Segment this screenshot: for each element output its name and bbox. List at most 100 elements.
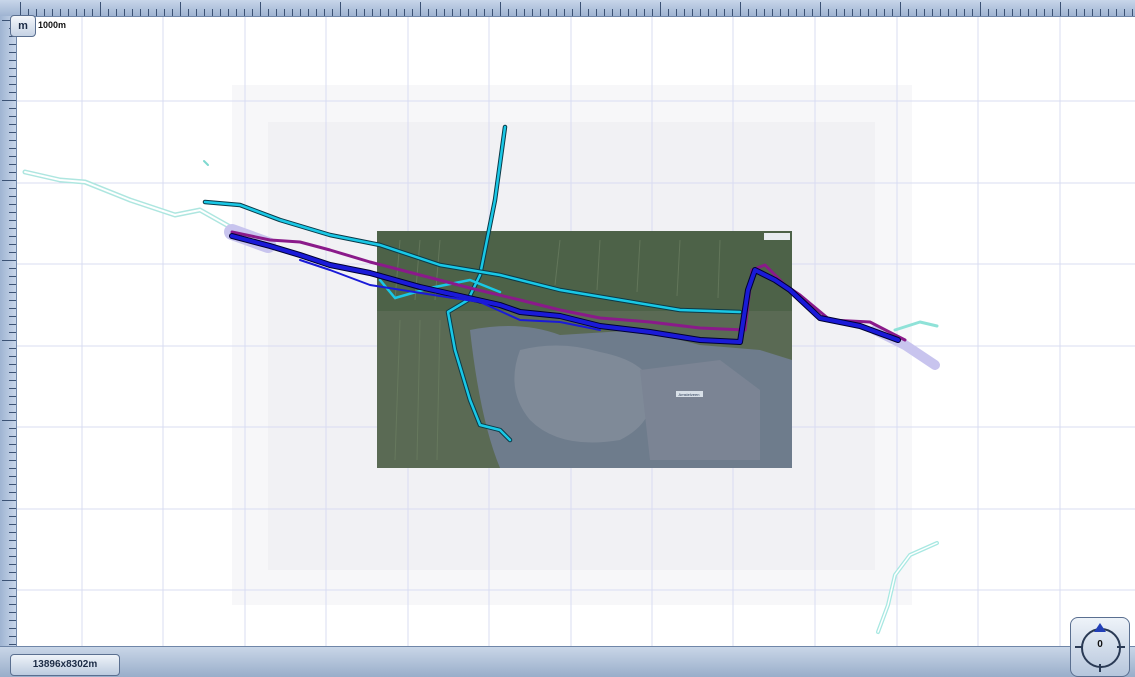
ruler-tick [1076, 9, 1077, 16]
ruler-tick [9, 524, 16, 525]
compass-tick-east [1117, 646, 1125, 648]
ruler-tick [9, 444, 16, 445]
ruler-tick [9, 164, 16, 165]
ruler-tick [9, 108, 16, 109]
ruler-tick [1084, 9, 1085, 16]
ruler-tick [396, 9, 397, 16]
ruler-tick [9, 428, 16, 429]
ruler-tick [76, 9, 77, 16]
ruler-tick [652, 9, 653, 16]
ruler-tick [9, 436, 16, 437]
map-canvas[interactable]: Amstelveen [17, 17, 1135, 646]
ruler-tick [156, 9, 157, 16]
ruler-tick [2, 340, 16, 341]
ruler-tick [852, 9, 853, 16]
ruler-tick [564, 9, 565, 16]
ruler-tick [9, 612, 16, 613]
ruler-tick [1028, 9, 1029, 16]
ruler-tick [444, 9, 445, 16]
pale-track-west-inner [24, 171, 233, 229]
ruler-tick [9, 556, 16, 557]
ruler-tick [60, 9, 61, 16]
ruler-tick [348, 9, 349, 16]
ruler-tick [420, 2, 421, 16]
ruler-tick [2, 580, 16, 581]
ruler-tick [1092, 9, 1093, 16]
ruler-tick [116, 9, 117, 16]
ruler-tick [124, 9, 125, 16]
ruler-tick [9, 52, 16, 53]
unit-button-label: m [18, 20, 28, 32]
ruler-tick [2, 420, 16, 421]
ruler-tick [876, 9, 877, 16]
status-bar [0, 646, 1135, 677]
ruler-tick [1020, 9, 1021, 16]
ruler-tick [20, 2, 21, 16]
ruler-tick [9, 412, 16, 413]
blue-track [230, 234, 900, 344]
ruler-tick [9, 92, 16, 93]
ruler-tick [404, 9, 405, 16]
ruler-tick [9, 188, 16, 189]
ruler-tick [260, 2, 261, 16]
ruler-tick [1044, 9, 1045, 16]
compass-tick-west [1075, 646, 1083, 648]
ruler-tick [68, 9, 69, 16]
scale-label: 1000m [38, 20, 67, 30]
ruler-tick [892, 9, 893, 16]
ruler-tick [2, 260, 16, 261]
ruler-tick [492, 9, 493, 16]
ruler-tick [588, 9, 589, 16]
ruler-tick [1108, 9, 1109, 16]
ruler-tick [9, 452, 16, 453]
ruler-tick [940, 9, 941, 16]
ruler-tick [9, 308, 16, 309]
ruler-tick [1012, 9, 1013, 16]
ruler-tick [604, 9, 605, 16]
ruler-tick [92, 9, 93, 16]
ruler-tick [460, 9, 461, 16]
ruler-tick [364, 9, 365, 16]
ruler-tick [9, 348, 16, 349]
satellite-place-label: Amstelveen [679, 392, 700, 397]
map-extent-badge: 13896x8302m [10, 654, 120, 676]
ruler-tick [9, 364, 16, 365]
ruler-tick [2, 100, 16, 101]
cyan-track-main-fill [203, 200, 742, 314]
ruler-tick [9, 324, 16, 325]
ruler-tick [932, 9, 933, 16]
ruler-tick [9, 644, 16, 645]
ruler-tick [9, 220, 16, 221]
ruler-tick [684, 9, 685, 16]
ruler-tick [36, 9, 37, 16]
ruler-tick [9, 548, 16, 549]
ruler-tick [300, 9, 301, 16]
ruler-tick [9, 380, 16, 381]
ruler-tick [9, 228, 16, 229]
ruler-tick [28, 9, 29, 16]
ruler-tick [9, 140, 16, 141]
ruler-tick [948, 9, 949, 16]
unit-toggle-button[interactable]: m [10, 15, 36, 37]
ruler-tick [9, 132, 16, 133]
ruler-tick [1132, 9, 1133, 16]
ruler-tick [884, 9, 885, 16]
ruler-tick [9, 484, 16, 485]
ruler-tick [820, 2, 821, 16]
ruler-tick [44, 9, 45, 16]
ruler-tick [644, 9, 645, 16]
ruler-tick [500, 2, 501, 16]
ruler-tick [268, 9, 269, 16]
ruler-tick [9, 492, 16, 493]
ruler-tick [9, 628, 16, 629]
ruler-tick [164, 9, 165, 16]
ruler-tick [956, 9, 957, 16]
ruler-tick [9, 476, 16, 477]
pale-track-stub [203, 160, 209, 166]
ruler-tick [9, 372, 16, 373]
ruler-tick [9, 540, 16, 541]
ruler-tick [9, 564, 16, 565]
ruler-tick [244, 9, 245, 16]
ruler-tick [2, 500, 16, 501]
compass-icon[interactable]: 0 [1070, 617, 1130, 677]
